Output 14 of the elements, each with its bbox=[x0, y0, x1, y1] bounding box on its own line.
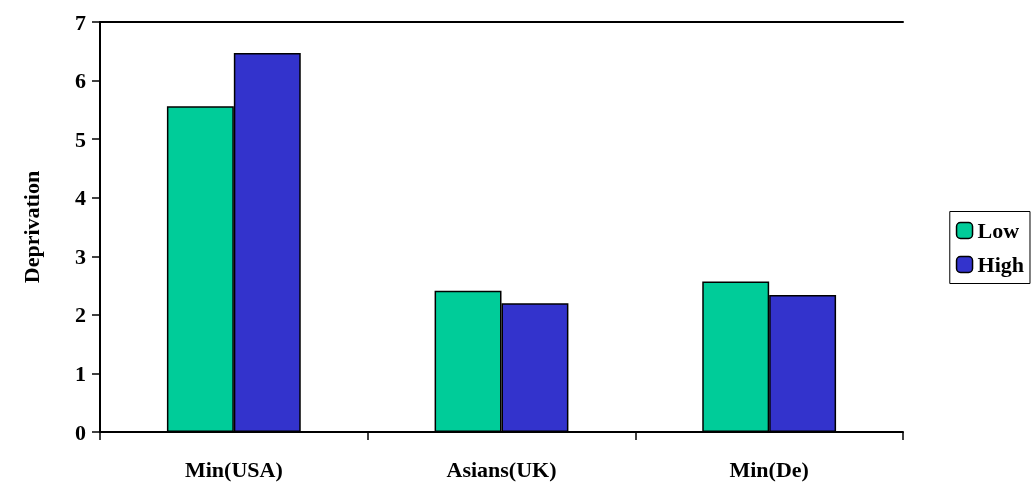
x-tick-label: Min(USA) bbox=[184, 456, 283, 482]
x-tick-label: Min(De) bbox=[729, 456, 809, 482]
y-tick-label: 4 bbox=[75, 185, 86, 211]
y-tick-label: 0 bbox=[75, 419, 86, 445]
legend-label: Low bbox=[977, 218, 1020, 243]
y-tick-label: 3 bbox=[75, 243, 86, 269]
y-tick-label: 2 bbox=[75, 302, 86, 328]
y-tick-label: 1 bbox=[75, 360, 86, 386]
y-axis-title: Deprivation bbox=[18, 170, 44, 284]
x-tick-label: Asians(UK) bbox=[446, 456, 557, 482]
y-tick-label: 5 bbox=[75, 126, 86, 152]
legend-label: High bbox=[977, 252, 1025, 277]
y-tick-label: 7 bbox=[75, 9, 86, 35]
y-tick-label: 6 bbox=[75, 68, 86, 94]
